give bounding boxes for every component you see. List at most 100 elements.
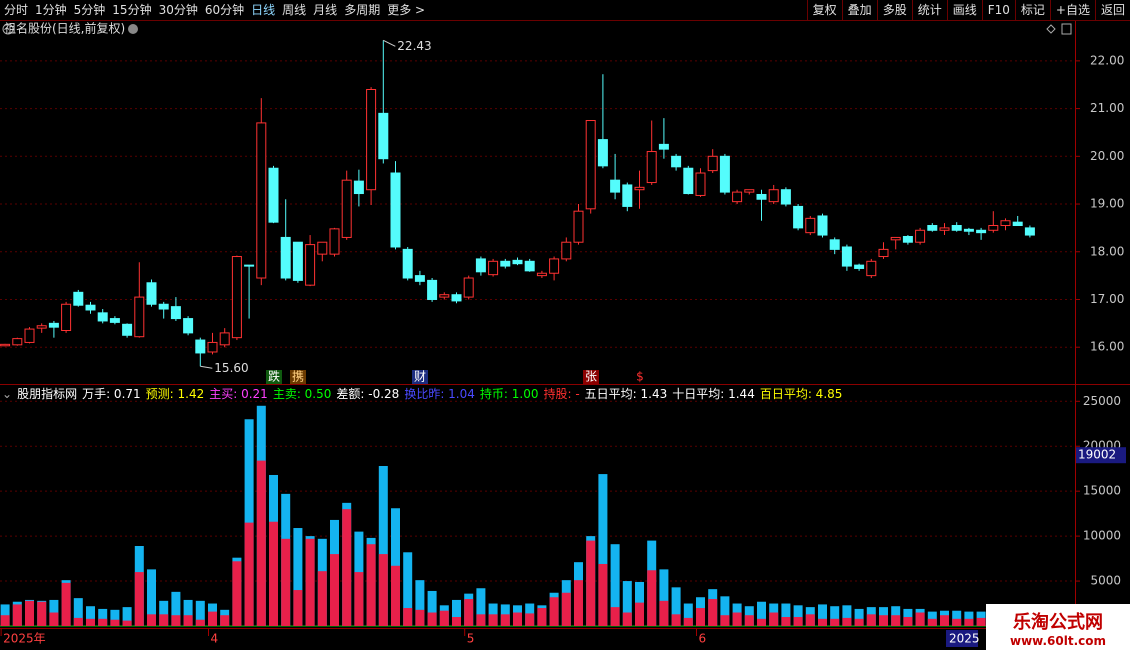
candle-body — [927, 225, 938, 231]
toolbar-button[interactable]: +自选 — [1049, 0, 1095, 20]
event: 携 — [292, 369, 304, 384]
volume-bar — [110, 609, 120, 626]
volume-bar — [378, 466, 388, 626]
candle-body — [829, 239, 840, 250]
indicator: 换比昨: 1.04 — [404, 387, 475, 401]
candle-body — [85, 304, 96, 311]
volume-bar — [915, 612, 925, 626]
indicator-title: 股朋指标网 — [17, 387, 78, 401]
candle-body — [793, 205, 804, 229]
toolbar-button[interactable]: 画线 — [946, 0, 982, 20]
toolbar-tab[interactable]: 月线 — [313, 3, 338, 17]
candle-body — [963, 228, 974, 232]
volume-bar — [0, 615, 10, 626]
volume-bar — [49, 612, 59, 626]
volume-bar — [171, 615, 181, 626]
volume-bar — [183, 615, 193, 626]
volume-bar — [110, 619, 120, 626]
volume-bar — [549, 597, 559, 626]
candle-body — [597, 139, 608, 167]
volume-bar — [208, 611, 217, 626]
dropdown-icon[interactable] — [128, 24, 138, 34]
volume-bar — [439, 610, 449, 626]
event: 跌 — [268, 369, 280, 384]
collapse-icon[interactable]: ⌄ — [2, 387, 13, 401]
candle-body — [427, 279, 438, 300]
indicator: 持币: 1.00 — [479, 387, 539, 401]
volume-bar — [720, 596, 730, 626]
volume-bar — [574, 580, 583, 626]
volume-bar — [683, 617, 693, 626]
candle-body — [268, 167, 279, 223]
candle-body — [12, 338, 23, 346]
candle-body — [854, 264, 865, 269]
candle-body — [488, 260, 499, 276]
candle-body — [634, 186, 645, 191]
y-tick-label: 16.00 — [1090, 340, 1124, 354]
y-tick-label: 18.00 — [1090, 244, 1124, 258]
candle-body — [451, 294, 462, 302]
candle-body — [768, 189, 779, 203]
toolbar-tab[interactable]: 1分钟 — [35, 3, 67, 17]
toolbar-button[interactable]: 标记 — [1014, 0, 1050, 20]
volume-bar — [86, 618, 95, 626]
toolbar-tab[interactable]: 15分钟 — [112, 3, 152, 17]
candle-body — [756, 193, 767, 200]
volume-bar — [708, 599, 718, 626]
volume-bar — [500, 614, 510, 626]
volume-bar — [244, 522, 254, 626]
toolbar-tab[interactable]: 30分钟 — [158, 3, 198, 17]
toolbar-button[interactable]: 多股 — [876, 0, 912, 20]
volume-bar — [147, 614, 156, 626]
toolbar-tab[interactable]: 60分钟 — [204, 3, 245, 17]
icon[interactable] — [1046, 24, 1056, 34]
candle-body — [878, 248, 889, 258]
candle-body — [170, 306, 181, 320]
toolbar-button[interactable]: 返回 — [1094, 0, 1130, 20]
candle-body — [61, 303, 72, 332]
toolbar-tab[interactable]: 周线 — [282, 3, 307, 17]
volume-bar — [134, 572, 144, 626]
candle-body — [719, 155, 730, 193]
volume-bar — [171, 591, 181, 626]
event: 财 — [414, 370, 426, 384]
volume-bar — [415, 609, 425, 626]
volume-bar — [671, 587, 681, 626]
toolbar-button[interactable]: 统计 — [911, 0, 947, 20]
indicator: 主卖: 0.50 — [272, 387, 332, 401]
volume-bar — [378, 554, 388, 626]
volume-bar — [73, 617, 83, 626]
indicator: 五日平均: 1.43 — [584, 387, 668, 401]
candle-body — [890, 236, 901, 241]
volume-bar — [122, 607, 132, 626]
min-pointer — [200, 365, 213, 369]
candle-body — [134, 296, 145, 338]
x-tick-label: 2025年 — [3, 632, 46, 646]
volume-bar — [818, 604, 827, 626]
volume-bar — [610, 544, 620, 626]
toolbar-button[interactable]: F10 — [981, 0, 1015, 20]
volume-bar — [464, 599, 474, 626]
volume-bar — [793, 605, 803, 626]
toolbar-tab[interactable]: 分时 — [4, 3, 29, 17]
volume-bar — [866, 614, 876, 626]
watermark-title: 乐淘公式网 — [1013, 612, 1103, 633]
volume-bar — [183, 599, 193, 626]
toolbar-button[interactable]: 叠加 — [841, 0, 877, 20]
toolbar-tab[interactable]: 日线 — [251, 3, 276, 17]
candle-body — [1012, 221, 1023, 227]
volume-bar — [561, 592, 571, 626]
toolbar-tab[interactable]: 多周期 — [344, 3, 381, 17]
candle-body — [146, 282, 157, 305]
toolbar-button[interactable]: 复权 — [806, 0, 842, 20]
toolbar-tab[interactable]: 更多 > — [387, 3, 426, 17]
toolbar-tab[interactable]: 5分钟 — [73, 3, 106, 17]
volume-bar — [757, 601, 766, 626]
collapse-icon[interactable] — [2, 23, 14, 35]
volume-bar — [415, 580, 425, 626]
candle-body — [988, 225, 999, 231]
icon[interactable] — [1061, 23, 1072, 35]
min-label: 15.60 — [214, 361, 248, 375]
events: 跌 携 财 张 $ — [266, 369, 644, 384]
candle-body — [0, 343, 11, 347]
